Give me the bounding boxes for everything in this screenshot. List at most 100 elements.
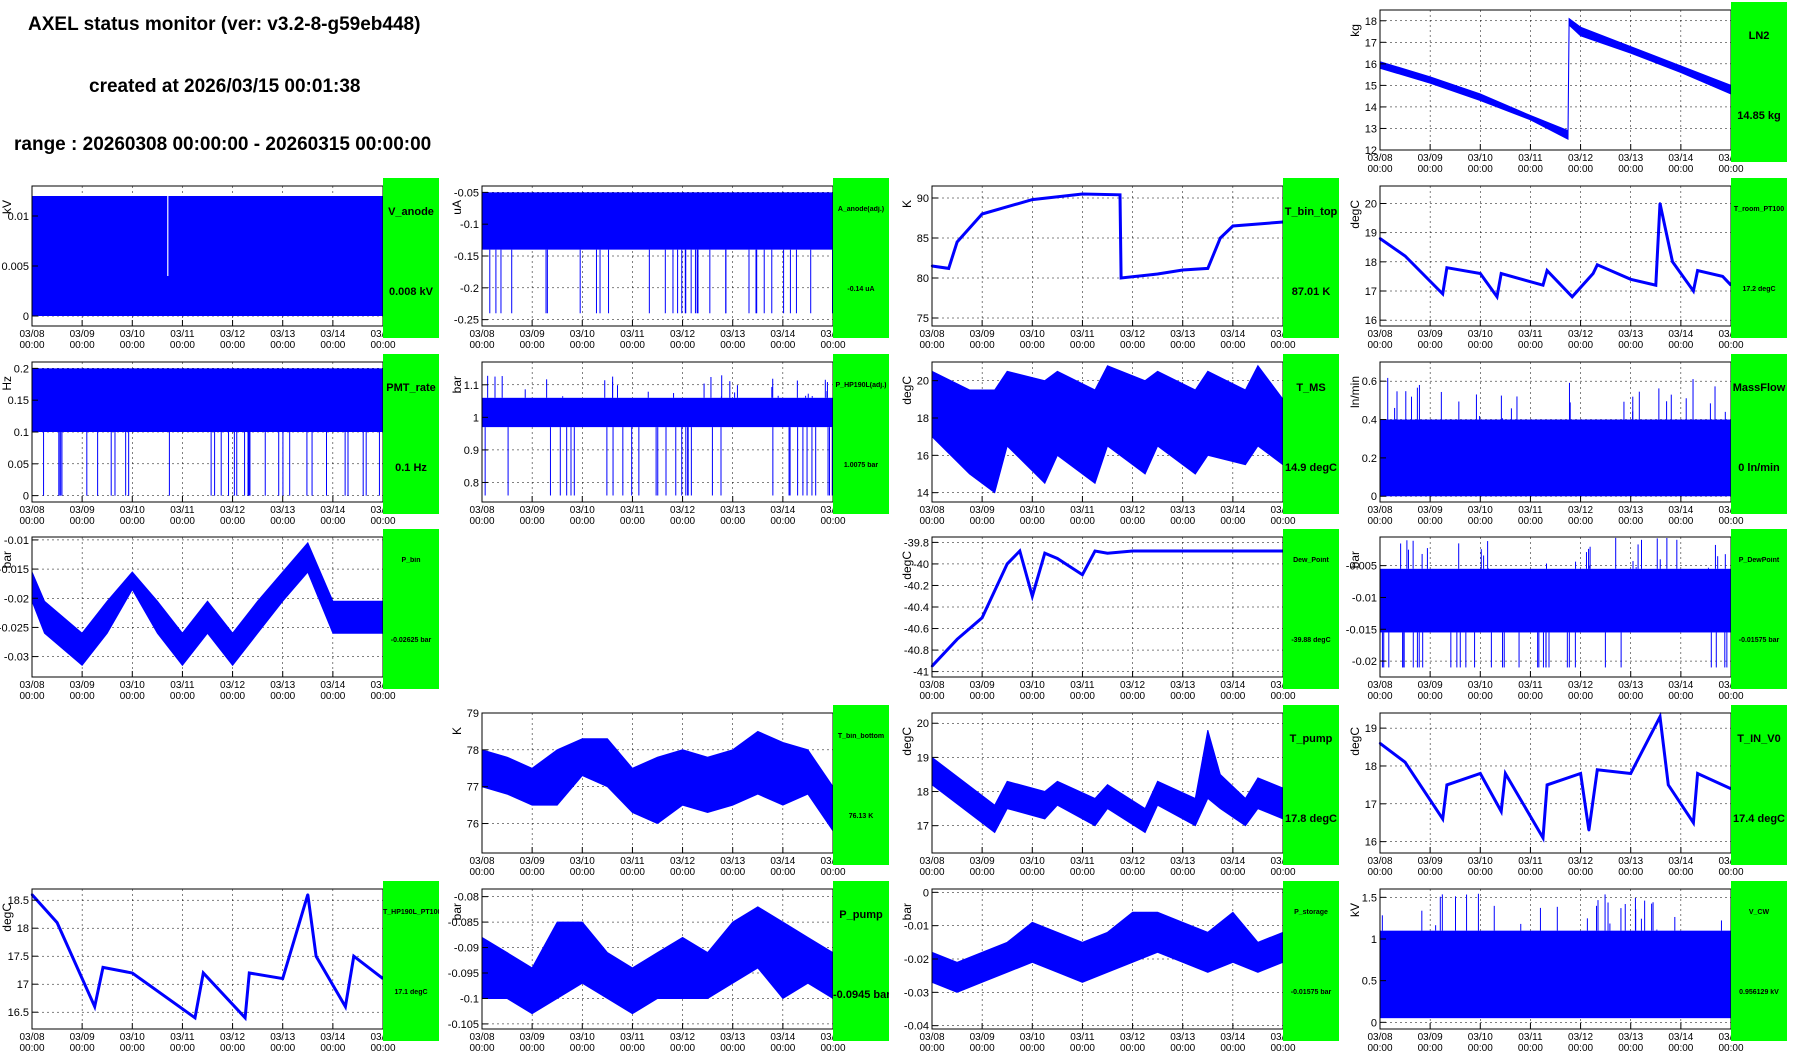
status-box-T_pump: T_pump 17.8 degC: [1283, 705, 1339, 865]
point-13: [1654, 283, 1657, 287]
point-9: [1157, 408, 1159, 410]
xtick-date-2: 03/10: [120, 1032, 145, 1043]
xtick-time-0: 00:00: [1367, 867, 1392, 878]
plot-frame: [931, 712, 1284, 854]
point-6: [1094, 436, 1096, 438]
status-box-T_HP190L: T_HP190L_PT100 17.1 degC: [383, 881, 439, 1041]
xtick-time-3: 00:00: [1518, 691, 1543, 702]
point-13: [1231, 549, 1235, 553]
xtick-time-0: 00:00: [1367, 164, 1392, 175]
xtick-date-4: 03/12: [220, 1032, 245, 1043]
xtick-date-6: 03/14: [320, 1032, 345, 1043]
point-11: [1596, 768, 1599, 771]
ytick-label-1: -40.8: [904, 645, 929, 657]
xtick-time-1: 00:00: [520, 340, 545, 351]
xtick-date-0: 03/08: [1367, 1032, 1392, 1043]
xtick-date-4: 03/12: [670, 856, 695, 867]
xtick-date-6: 03/14: [1220, 856, 1245, 867]
point-12: [1232, 936, 1234, 938]
xtick-time-5: 00:00: [270, 340, 295, 351]
status-value: -0.01575 bar: [1738, 637, 1780, 644]
area-T_pump: [931, 729, 1284, 834]
series-MassFlow: [1380, 377, 1731, 497]
point-12: [1629, 772, 1632, 775]
status-name: T_HP190L_PT100: [383, 909, 439, 916]
status-name: T_bin_top: [1284, 206, 1338, 218]
xtick-time-4: 00:00: [670, 867, 695, 878]
xtick-date-5: 03/13: [1170, 680, 1195, 691]
ytick-label-3: 19: [1365, 228, 1377, 240]
point-4: [1479, 772, 1482, 775]
band-V_CW: [1380, 930, 1731, 1019]
xtick-date-1: 03/09: [970, 856, 995, 867]
xtick-time-1: 00:00: [1418, 1043, 1443, 1052]
xtick-date-4: 03/12: [1120, 1032, 1145, 1043]
point-1: [506, 775, 508, 777]
xtick-time-1: 00:00: [520, 867, 545, 878]
xtick-time-6: 00:00: [320, 1043, 345, 1052]
y-axis-title: degC: [900, 551, 914, 580]
xtick-time-0: 00:00: [19, 1043, 44, 1052]
point-13: [1658, 715, 1662, 718]
status-name: A_anode(adj.): [837, 206, 885, 213]
xtick-date-0: 03/08: [1367, 329, 1392, 340]
panel-LN2: 12 13 14 15 16 17 18 03/08 00:00 03/09 00:00 03/10 0…: [1348, 0, 1796, 175]
y-axis-title: K: [450, 727, 464, 735]
point-1: [956, 976, 958, 978]
xtick-date-5: 03/13: [1170, 856, 1195, 867]
status-value: -39.88 degC: [1291, 637, 1331, 644]
point-7: [207, 616, 208, 618]
xtick-date-6: 03/14: [770, 856, 795, 867]
ytick-label-4: -0.085: [448, 917, 479, 929]
point-1: [1429, 79, 1431, 81]
point-3: [1445, 266, 1449, 269]
xtick-date-0: 03/08: [19, 1032, 44, 1043]
ytick-label-0: 16: [1365, 315, 1377, 327]
xtick-date-1: 03/09: [520, 505, 545, 516]
point-8: [1081, 573, 1084, 576]
point-2: [93, 1005, 96, 1008]
xtick-time-0: 00:00: [919, 1043, 944, 1052]
xtick-date-6: 03/14: [1668, 1032, 1693, 1043]
ytick-label-3: -0.005: [1346, 561, 1377, 573]
status-name: P_bin: [401, 557, 421, 564]
ytick-label-2: 0.01: [8, 211, 29, 223]
xtick-date-4: 03/12: [1568, 329, 1593, 340]
area-T_MS: [931, 364, 1284, 494]
ytick-label-1: 13: [1365, 123, 1377, 135]
y-axis-title: degC: [900, 727, 914, 756]
xtick-time-6: 00:00: [1668, 164, 1693, 175]
point-10: [1106, 551, 1109, 555]
xtick-date-4: 03/12: [670, 329, 695, 340]
xtick-date-1: 03/09: [1418, 505, 1443, 516]
status-value: 0.956129 kV: [1739, 989, 1779, 996]
point-9: [707, 975, 709, 977]
series-LN2: [1379, 17, 1732, 141]
xtick-date-6: 03/14: [770, 329, 795, 340]
xtick-date-5: 03/13: [1618, 1032, 1643, 1043]
series-P_pump: [481, 906, 834, 1015]
ytick-label-1: 17: [1365, 799, 1377, 811]
xtick-date-4: 03/12: [1568, 856, 1593, 867]
status-name: V_anode: [388, 206, 434, 218]
xtick-time-6: 00:00: [320, 516, 345, 527]
point-7: [1119, 276, 1123, 280]
chart-MassFlow: 00.20.40.603/0800:0003/0900:0003/1000:00…: [1348, 361, 1744, 527]
point-5: [156, 616, 158, 618]
xtick-date-6: 03/14: [320, 505, 345, 516]
point-13: [807, 771, 809, 773]
xtick-time-5: 00:00: [720, 516, 745, 527]
xtick-date-3: 03/11: [1518, 1032, 1543, 1043]
xtick-time-7: 00:00: [820, 516, 845, 527]
xtick-date-0: 03/08: [919, 505, 944, 516]
xtick-time-6: 00:00: [1220, 691, 1245, 702]
band-A_anode: [482, 192, 833, 250]
series-T_bin_top: [930, 192, 1285, 280]
ytick-label-6: -39.8: [904, 537, 929, 549]
panel-PMT_rate: 0 0.05 0.1 0.15 0.2 03/08 00:00 03/09 00:00 03/10…: [0, 352, 448, 527]
point-3: [556, 959, 558, 961]
point-8: [1545, 269, 1549, 272]
xtick-date-5: 03/13: [270, 505, 295, 516]
point-6: [1107, 796, 1108, 798]
ytick-label-1: 17: [1365, 286, 1377, 298]
